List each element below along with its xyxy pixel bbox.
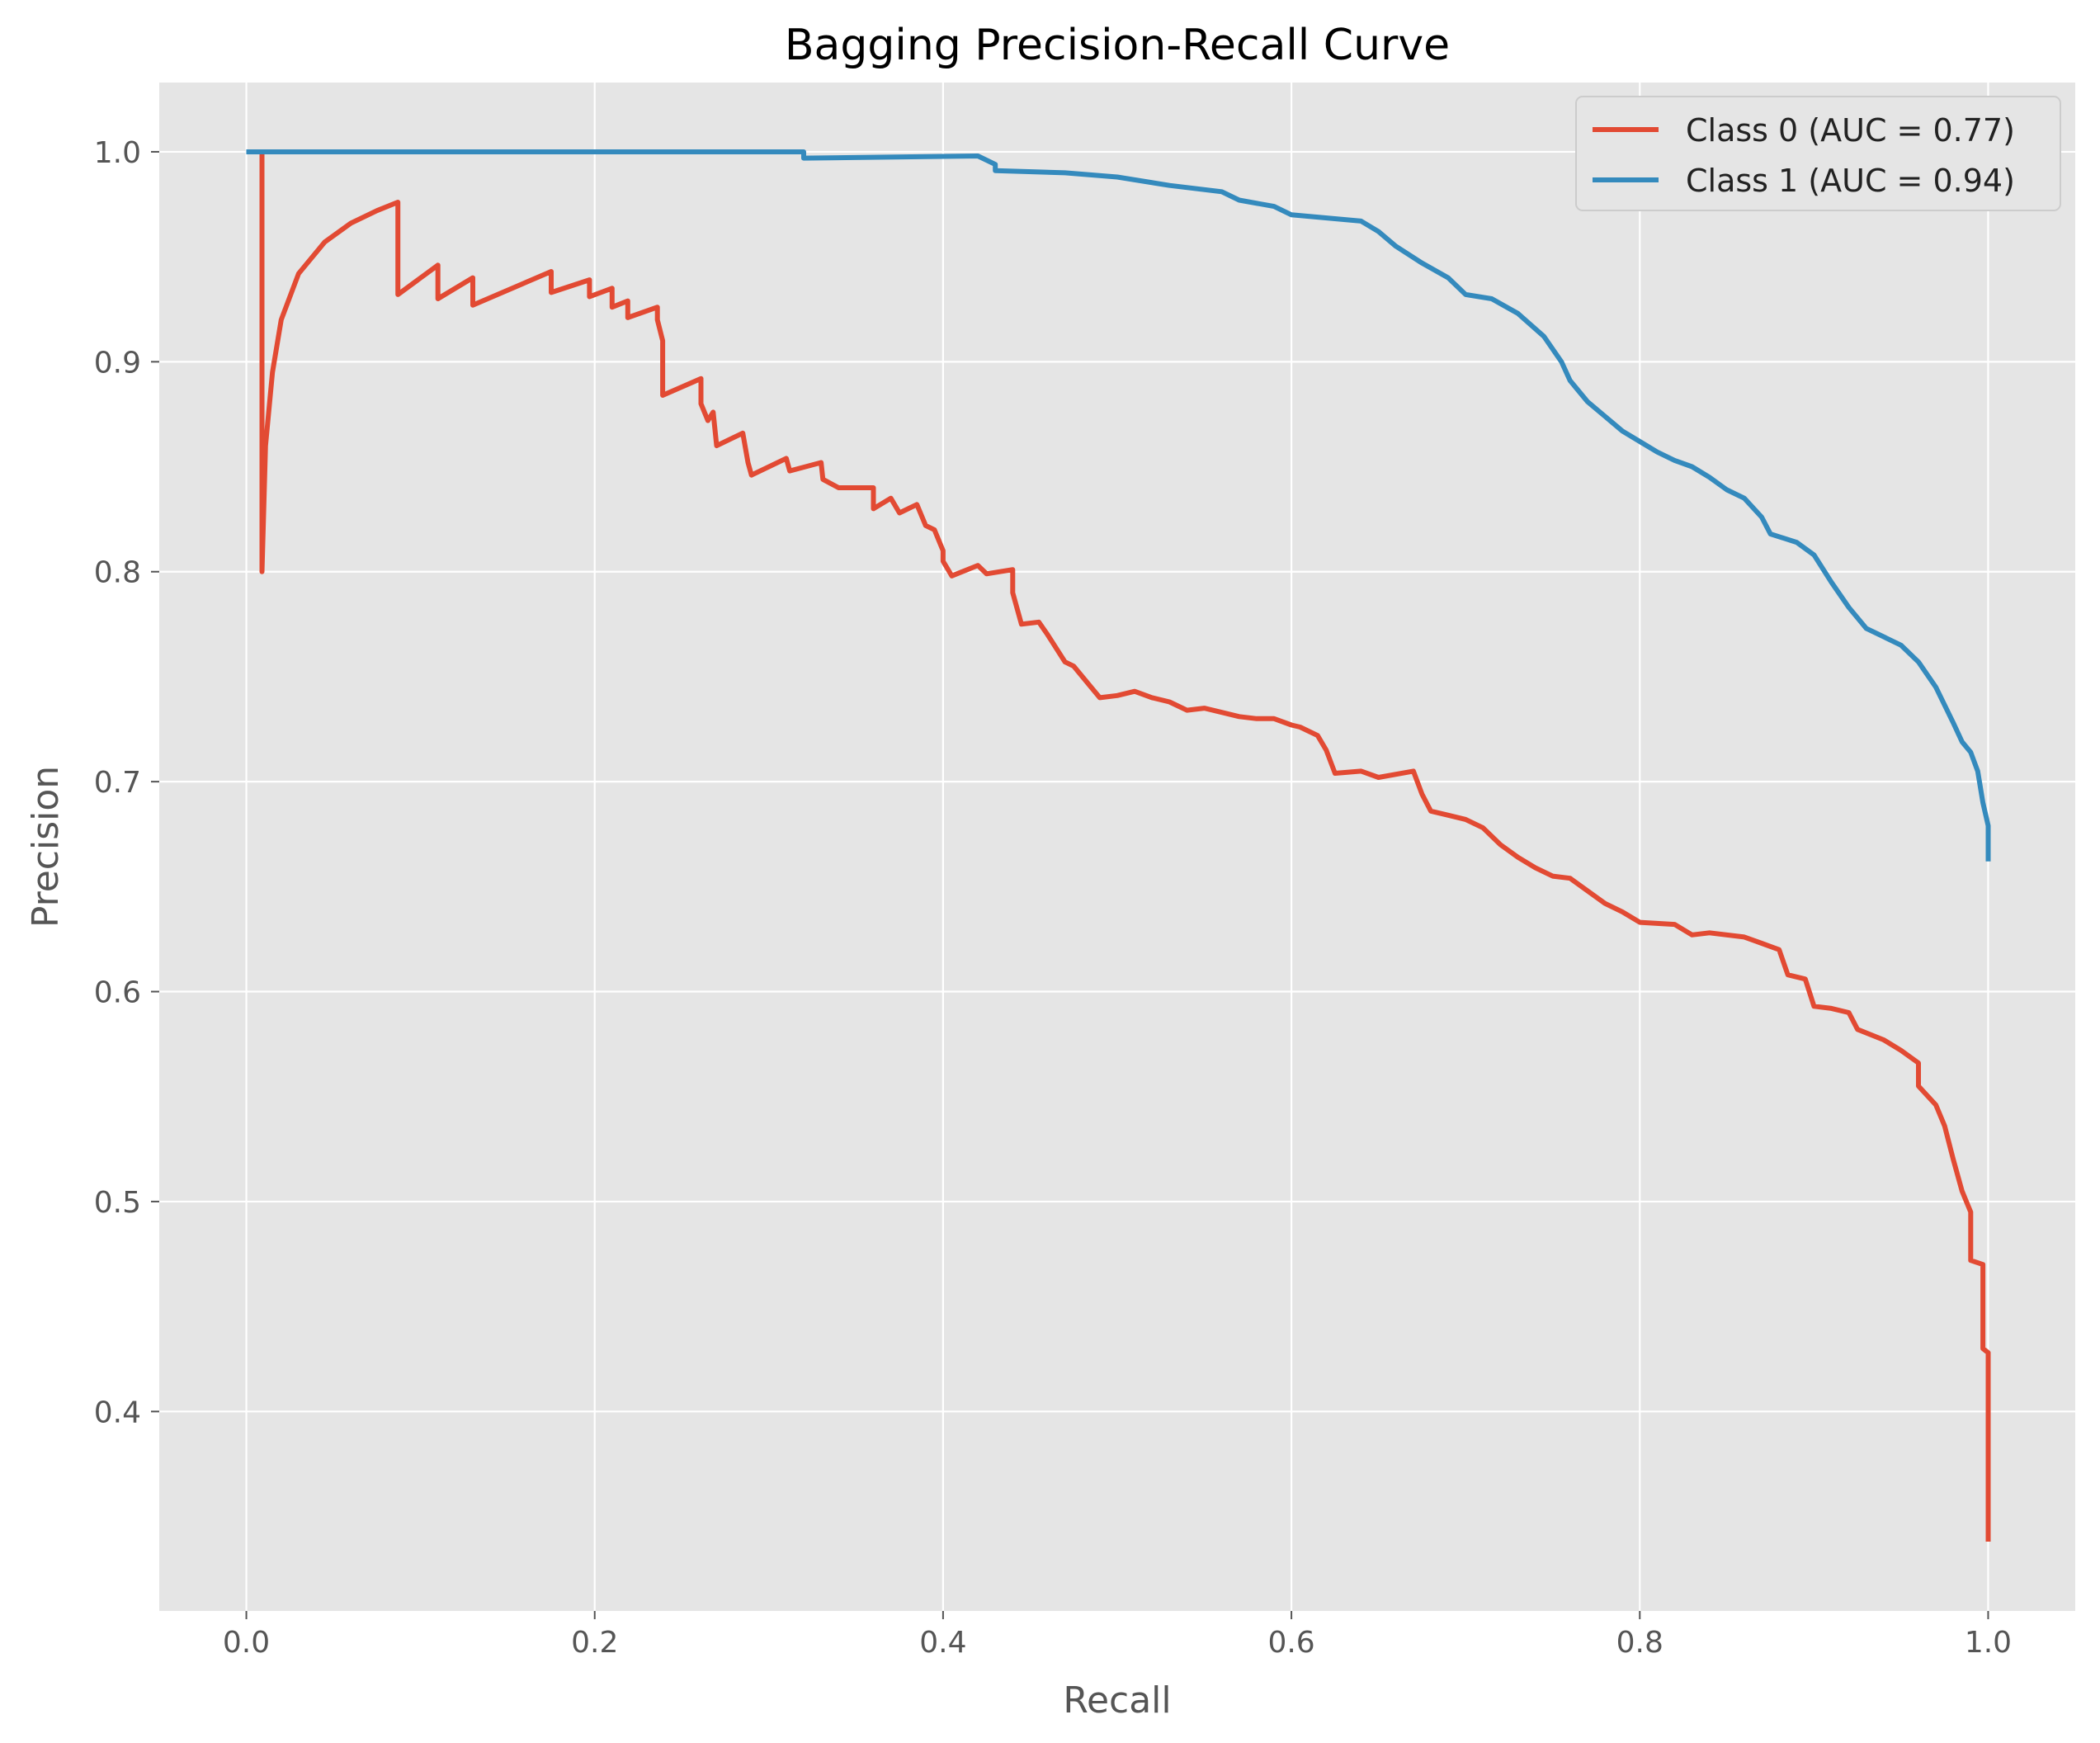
series-lines <box>246 149 1991 1542</box>
y-axis-ticks: 0.4 0.5 0.6 0.7 0.8 0.9 1.0 <box>94 136 159 1429</box>
x-tick-label: 0.6 <box>1267 1626 1314 1660</box>
x-tick-label: 0.4 <box>919 1626 966 1660</box>
x-tick-label: 1.0 <box>1965 1626 2012 1660</box>
y-tick-label: 0.4 <box>94 1396 141 1429</box>
x-tick-label: 0.2 <box>571 1626 618 1660</box>
y-tick-label: 0.8 <box>94 556 141 590</box>
legend-box <box>1575 96 2061 211</box>
grid <box>159 83 2075 1611</box>
x-tick-label: 0.8 <box>1616 1626 1663 1660</box>
y-axis-label: Precision <box>25 766 67 928</box>
y-tick-label: 1.0 <box>94 136 141 170</box>
plot-area <box>159 83 2075 1611</box>
y-tick-label: 0.9 <box>94 346 141 380</box>
legend-label-class-0: Class 0 (AUC = 0.77) <box>1686 112 2015 149</box>
x-axis-label: Recall <box>1063 1679 1171 1722</box>
x-tick-label: 0.0 <box>223 1626 270 1660</box>
series-line-class-1 <box>246 149 1991 862</box>
x-axis-ticks: 0.0 0.2 0.4 0.6 0.8 1.0 <box>223 1611 2012 1660</box>
legend-label-class-1: Class 1 (AUC = 0.94) <box>1686 163 2015 199</box>
y-tick-label: 0.5 <box>94 1186 141 1220</box>
y-tick-label: 0.6 <box>94 976 141 1010</box>
legend: Class 0 (AUC = 0.77) Class 1 (AUC = 0.94… <box>1575 96 2061 211</box>
series-line-class-0 <box>259 152 1991 1542</box>
chart-title: Bagging Precision-Recall Curve <box>785 21 1450 70</box>
y-tick-label: 0.7 <box>94 766 141 800</box>
